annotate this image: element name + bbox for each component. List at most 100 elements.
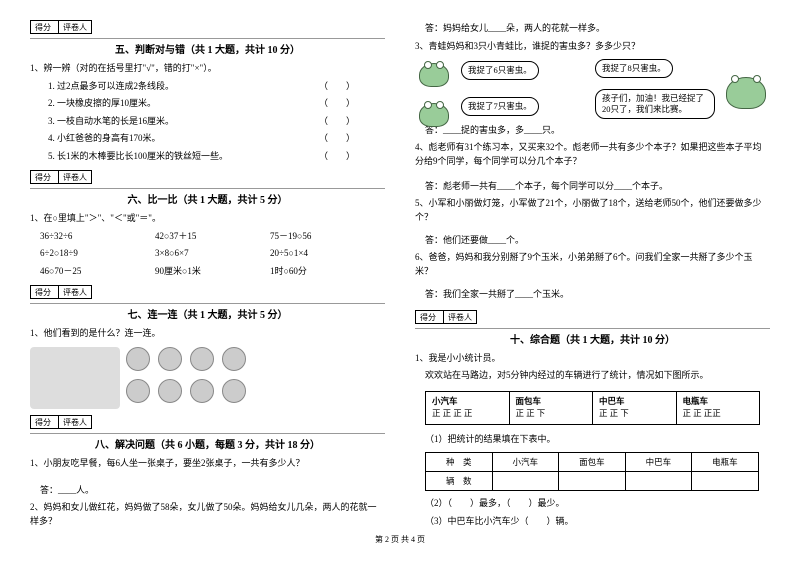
section-5-title: 五、判断对与错（共 1 大题，共计 10 分）: [30, 38, 385, 56]
section-7-q: 1、他们看到的是什么？连一连。: [30, 327, 385, 341]
paren: （ ）: [319, 80, 355, 94]
s5-item-4-text: 4. 小红爸爸的身高有170米。: [48, 133, 161, 143]
tally: 正 正 下: [516, 408, 546, 418]
frog-illustration: 我捉了6只害虫。 我捉了8只害虫。 我捉了7只害虫。 孩子们，加油！我已经捉了2…: [415, 59, 770, 118]
s8-q5-answer: 答：他们还要做____个。: [415, 234, 770, 248]
s10-q1: 1、我是小小统计员。: [415, 352, 770, 366]
s6-c: 36÷32÷6: [40, 230, 155, 244]
face-icon: [190, 347, 214, 371]
s8-q5: 5、小军和小丽做灯笼，小军做了21个，小丽做了18个，送给老师50个，他们还要做…: [415, 197, 770, 224]
face-icon: [126, 379, 150, 403]
s10-sub2: （2）（ ）最多，（ ）最少。: [415, 497, 770, 511]
paren: （ ）: [319, 115, 355, 129]
s8-q2: 2、妈妈和女儿做红花，妈妈做了58朵，女儿做了50朵。妈妈给女儿几朵，两人的花就…: [30, 501, 385, 528]
s6-row-3: 46○70－25 90厘米○1米 1时○60分: [30, 265, 385, 279]
score-box-8: 得分 评卷人: [30, 415, 385, 429]
th: 种 类: [426, 453, 493, 472]
s8-q6-answer: 答：我们全家一共掰了____个玉米。: [415, 288, 770, 302]
tally: 正 正 正正: [683, 408, 721, 418]
s6-c: 20÷5○1×4: [270, 247, 385, 261]
children-table-icon: [30, 347, 120, 409]
speech-bubble-2: 我捉了8只害虫。: [595, 59, 673, 78]
face-icon: [222, 379, 246, 403]
score-label: 得分: [30, 415, 58, 429]
td: [625, 472, 692, 491]
right-column: 答：妈妈给女儿____朵，两人的花就一样多。 3、青蛙妈妈和3只小青蛙比，谁捉的…: [415, 20, 770, 530]
car-name: 小汽车: [432, 396, 458, 406]
s8-q3-answer: 答：____捉的害虫多，多____只。: [415, 124, 770, 138]
face-icon: [158, 347, 182, 371]
tally: 正 正 下: [599, 408, 629, 418]
face-icon: [158, 379, 182, 403]
section-6-title: 六、比一比（共 1 大题，共计 5 分）: [30, 188, 385, 206]
s6-c: 3×8○6×7: [155, 247, 270, 261]
tally-col-4: 电瓶车正 正 正正: [677, 392, 760, 424]
speech-bubble-1: 我捉了6只害虫。: [461, 61, 539, 80]
page-footer: 第 2 页 共 4 页: [30, 534, 770, 545]
s5-item-1: 1. 过2点最多可以连成2条线段。 （ ）: [30, 80, 385, 94]
paren: （ ）: [319, 132, 355, 146]
s8-q1: 1、小朋友吃早餐，每6人坐一张桌子，要坐2张桌子，一共有多少人？: [30, 457, 385, 471]
paren: （ ）: [319, 97, 355, 111]
score-box-5: 得分 评卷人: [30, 20, 385, 34]
s6-c: 75－19○56: [270, 230, 385, 244]
s8-q2-answer: 答：妈妈给女儿____朵，两人的花就一样多。: [415, 22, 770, 36]
s5-item-1-text: 1. 过2点最多可以连成2条线段。: [48, 81, 174, 91]
section-5-intro: 1、辨一辨（对的在括号里打"√"，错的打"×"）。: [30, 62, 385, 76]
tally: 正 正 正 正: [432, 408, 472, 418]
reviewer-label: 评卷人: [443, 310, 477, 324]
s8-q4-answer: 答：彪老师一共有____个本子，每个同学可以分____个本子。: [415, 180, 770, 194]
score-label: 得分: [30, 170, 58, 184]
td: [692, 472, 759, 491]
speech-bubble-3: 我捉了7只害虫。: [461, 97, 539, 116]
s8-q6: 6、爸爸，妈妈和我分别掰了9个玉米，小弟弟掰了6个。问我们全家一共掰了多少个玉米…: [415, 251, 770, 278]
section-7-title: 七、连一连（共 1 大题，共计 5 分）: [30, 303, 385, 321]
reviewer-label: 评卷人: [58, 415, 92, 429]
s8-q1-answer: 答：____人。: [30, 484, 385, 498]
score-box-10: 得分 评卷人: [415, 310, 770, 324]
s5-item-3-text: 3. 一枝自动水笔的长是16厘米。: [48, 116, 174, 126]
td: [559, 472, 626, 491]
face-icon: [126, 347, 150, 371]
reviewer-label: 评卷人: [58, 20, 92, 34]
s5-item-5-text: 5. 长1米的木棒要比长100厘米的铁丝短一些。: [48, 151, 228, 161]
reviewer-label: 评卷人: [58, 285, 92, 299]
face-icon: [190, 379, 214, 403]
reviewer-label: 评卷人: [58, 170, 92, 184]
score-box-7: 得分 评卷人: [30, 285, 385, 299]
s6-c: 1时○60分: [270, 265, 385, 279]
td: [492, 472, 559, 491]
paren: （ ）: [319, 150, 355, 164]
face-icon: [222, 347, 246, 371]
score-label: 得分: [30, 20, 58, 34]
table-row: 种 类 小汽车 面包车 中巴车 电瓶车: [426, 453, 759, 472]
section-8-title: 八、解决问题（共 6 小题，每题 3 分，共计 18 分）: [30, 433, 385, 451]
s6-c: 46○70－25: [40, 265, 155, 279]
score-box-6: 得分 评卷人: [30, 170, 385, 184]
section-6-intro: 1、在○里填上"＞"、"＜"或"＝"。: [30, 212, 385, 226]
s10-sub3: （3）中巴车比小汽车少（ ）辆。: [415, 515, 770, 529]
car-name: 面包车: [516, 396, 542, 406]
s5-item-2: 2. 一块橡皮擦的厚10厘米。（ ）: [30, 97, 385, 111]
car-name: 电瓶车: [683, 396, 709, 406]
td: 辆 数: [426, 472, 493, 491]
tally-col-1: 小汽车正 正 正 正: [426, 392, 510, 424]
result-table: 种 类 小汽车 面包车 中巴车 电瓶车 辆 数: [425, 452, 759, 491]
s6-row-2: 6÷2○18÷9 3×8○6×7 20÷5○1×4: [30, 247, 385, 261]
car-name: 中巴车: [599, 396, 625, 406]
th: 电瓶车: [692, 453, 759, 472]
tally-table: 小汽车正 正 正 正 面包车正 正 下 中巴车正 正 下 电瓶车正 正 正正: [425, 391, 760, 425]
tally-col-3: 中巴车正 正 下: [593, 392, 677, 424]
s6-c: 42○37＋15: [155, 230, 270, 244]
faces-grid: [126, 347, 250, 407]
section-7-illustration: [30, 347, 385, 409]
frog-icon: [419, 63, 449, 87]
s6-row-1: 36÷32÷6 42○37＋15 75－19○56: [30, 230, 385, 244]
section-10-title: 十、综合题（共 1 大题，共计 10 分）: [415, 328, 770, 346]
th: 小汽车: [492, 453, 559, 472]
s10-sub1: （1）把统计的结果填在下表中。: [415, 433, 770, 447]
th: 中巴车: [625, 453, 692, 472]
s6-c: 6÷2○18÷9: [40, 247, 155, 261]
left-column: 得分 评卷人 五、判断对与错（共 1 大题，共计 10 分） 1、辨一辨（对的在…: [30, 20, 385, 530]
s10-q1-sub: 欢欢站在马路边，对5分钟内经过的车辆进行了统计，情况如下图所示。: [415, 369, 770, 383]
